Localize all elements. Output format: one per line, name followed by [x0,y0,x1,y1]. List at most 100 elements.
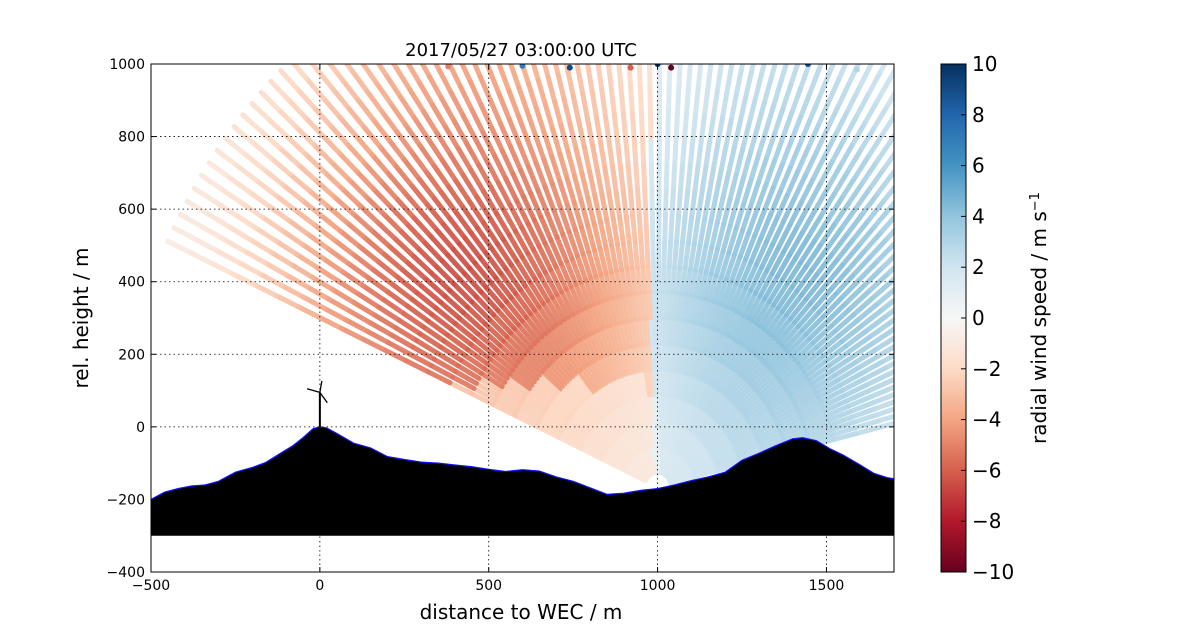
scan-ray-segment [262,217,282,231]
scan-ray-segment [609,194,613,219]
scan-ray-segment [639,216,641,242]
scan-ray-segment [1083,340,1106,348]
scan-ray-segment [645,190,646,216]
scan-ray-segment [397,69,410,90]
scan-ray-segment [668,267,669,293]
scan-ray-segment [687,88,689,114]
scan-ray-segment [920,384,943,392]
scan-ray-segment [282,231,302,245]
scan-ray-segment [640,293,642,319]
scan-ray-segment [1039,136,1058,152]
scan-ray-segment [679,190,681,216]
scan-ray-segment [755,75,761,100]
scan-ray-segment [590,172,595,197]
scan-ray-segment [781,57,788,81]
scan-ray-segment [708,64,711,89]
scan-ray-segment [679,61,680,87]
scan-ray-segment [973,396,996,402]
scan-ray-segment [1067,291,1089,301]
scan-ray-segment [552,157,560,181]
scan-ray-segment [698,193,702,218]
scan-ray-segment [271,81,288,99]
scan-ray-segment [801,93,810,117]
scan-ray-segment [641,112,642,138]
scan-ray-segment [692,192,695,217]
turbine-blade [320,381,322,393]
scan-ray-segment [401,97,415,118]
scan-ray-segment [1121,298,1144,307]
scan-ray-segment [983,185,1002,201]
scan-ray-segment [470,82,481,105]
scan-ray-segment [1089,281,1111,291]
scan-ray-segment [276,296,298,307]
scan-ray-segment [865,101,878,123]
terrain-layer [151,427,894,536]
scan-ray-segment [296,127,314,144]
scan-ray-segment [201,227,222,239]
scan-ray-segment [637,267,639,293]
scan-ray-segment [669,241,670,267]
scan-ray-segment [261,92,279,109]
colorbar-label: radial wind speed / m s−1 [1027,192,1051,444]
scan-ray-segment [921,318,942,330]
scan-ray-segment [451,93,463,115]
scan-ray-segment [1103,194,1124,207]
scan-ray-segment [1047,147,1066,163]
scan-ray-segment [782,141,791,165]
scan-ray-segment [688,165,691,191]
scan-ray-segment [617,244,621,269]
scan-ray-segment [1003,214,1023,229]
scan-ray-segment [518,115,527,139]
scan-ray-segment [989,291,1010,303]
scan-ray-segment [288,99,305,117]
scan-ray-segment [642,138,643,164]
scan-ray-segment [1128,247,1150,258]
scan-ray-segment [685,113,687,139]
scan-ray-segment [1122,233,1144,244]
scan-ray-segment [348,42,362,63]
scan-ray-segment [690,140,693,166]
scan-ray-segment [237,165,257,180]
scan-ray-segment [1111,271,1133,281]
scan-ray-segment [1129,325,1152,333]
y-tick-label: −400 [107,565,145,581]
scan-ray-segment [211,263,233,274]
scan-ray-segment [996,390,1019,396]
scan-ray-segment [792,89,801,113]
scan-ray-segment [988,111,1005,129]
scan-ray-segment [1002,54,1018,73]
scan-ray-segment [174,228,195,239]
scan-ray-segment [253,142,272,158]
scan-ray-segment [545,105,552,130]
scan-ray-segment [983,229,1003,244]
scan-ray-segment [916,218,934,235]
scan-ray-segment [229,177,249,191]
scan-ray-segment [190,252,212,263]
scan-ray-segment [1035,174,1054,189]
scan-ray-segment [737,177,744,202]
scan-ray-segment [548,77,555,102]
scan-ray-segment [665,215,666,241]
scan-ray-segment [1098,306,1121,315]
scan-ray-segment [856,95,868,117]
scan-ray-segment [898,235,916,252]
scan-ray-segment [892,228,909,246]
x-tick-label: 1500 [809,578,845,594]
scan-ray-segment [1102,319,1125,327]
scan-ray-segment [1063,359,1086,366]
scan-ray-segment [900,400,923,408]
scan-ray-segment [680,36,681,62]
scan-ray-segment [331,126,348,144]
scan-ray-segment [1014,104,1031,122]
scan-ray-segment [529,84,537,108]
scan-ray-segment [1005,331,1027,340]
scan-ray-segment [1066,371,1089,377]
scan-ray-segment [303,297,324,308]
scan-ray-segment [971,387,994,394]
scan-ray-segment [791,61,799,85]
scan-ray-segment [323,98,339,117]
colorbar-tick-label: 10 [972,52,997,76]
scan-ray-segment [1066,131,1085,147]
scan-ray-segment [261,131,279,147]
scan-ray-segment [633,216,635,242]
